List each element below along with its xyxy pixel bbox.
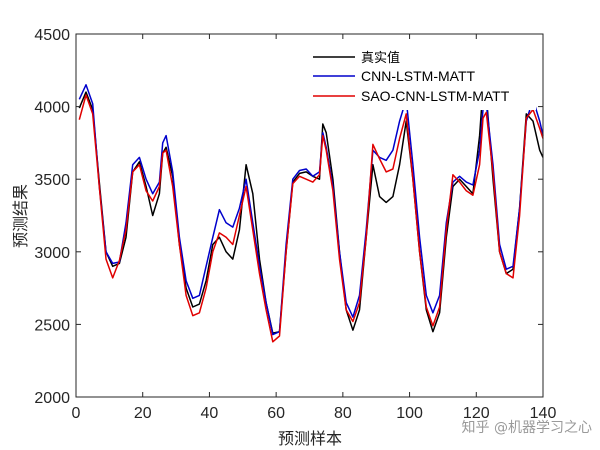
x-tick-label: 20 bbox=[134, 405, 152, 422]
y-tick-label: 2000 bbox=[34, 390, 70, 407]
y-axis-title: 预测结果 bbox=[11, 184, 30, 248]
legend-label-cnn-lstm-matt: CNN-LSTM-MATT bbox=[361, 68, 476, 84]
x-tick-label: 0 bbox=[72, 405, 81, 422]
y-tick-label: 2500 bbox=[34, 317, 70, 334]
plot-area bbox=[78, 84, 544, 343]
axes-box bbox=[75, 33, 544, 398]
x-tick-label: 40 bbox=[201, 405, 219, 422]
x-tick-label: 120 bbox=[463, 405, 490, 422]
x-axis: 0 20 40 60 80 100 120 140 bbox=[72, 34, 557, 422]
watermark: 知乎 @机器学习之心 bbox=[462, 419, 592, 436]
y-axis: 2000 2500 3000 3500 4000 4500 bbox=[34, 27, 543, 407]
x-tick-label: 60 bbox=[267, 405, 285, 422]
x-tick-label: 100 bbox=[396, 405, 423, 422]
legend-label-actual: 真实值 bbox=[361, 50, 400, 66]
x-tick-label: 80 bbox=[334, 405, 352, 422]
legend-label-sao-cnn-lstm-matt: SAO-CNN-LSTM-MATT bbox=[361, 88, 510, 104]
y-tick-label: 3500 bbox=[34, 172, 70, 189]
y-tick-label: 4000 bbox=[34, 100, 70, 117]
series-line-cnn-lstm-matt bbox=[78, 84, 544, 336]
legend-box bbox=[308, 44, 536, 110]
y-tick-label: 3000 bbox=[34, 245, 70, 262]
series-line-sao-cnn-lstm-matt bbox=[78, 94, 544, 343]
y-tick-label: 4500 bbox=[34, 27, 70, 44]
legend: 真实值 CNN-LSTM-MATT SAO-CNN-LSTM-MATT bbox=[308, 44, 536, 110]
series-line-actual bbox=[78, 86, 544, 334]
x-tick-label: 140 bbox=[530, 405, 557, 422]
x-axis-title: 预测样本 bbox=[278, 429, 342, 448]
